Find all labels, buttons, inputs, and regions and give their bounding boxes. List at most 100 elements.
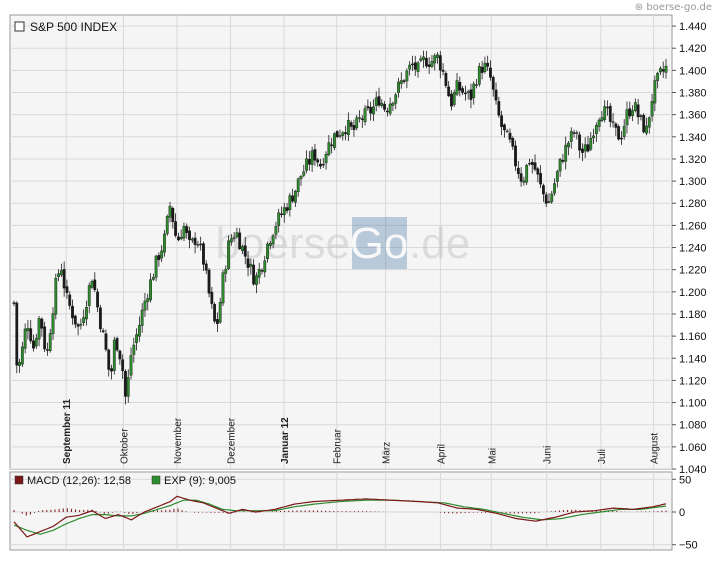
candle-body	[505, 130, 509, 133]
candle-body	[358, 117, 361, 119]
candle-body	[385, 110, 389, 113]
x-axis-labels: September 11 Oktober November Dezember Janua…	[62, 399, 660, 464]
candle-body	[149, 279, 152, 301]
candle-body	[43, 326, 47, 350]
candle-body	[589, 138, 593, 150]
candle-body	[533, 162, 537, 170]
candle-body	[160, 250, 164, 259]
candle-body	[26, 328, 30, 332]
candle-body	[664, 65, 668, 73]
y-tick-label: 1.320	[679, 154, 707, 166]
candle-body	[188, 230, 191, 241]
candle-body	[578, 134, 582, 151]
candle-body	[168, 205, 172, 218]
candle-body	[519, 173, 523, 182]
y-tick-label: 1.240	[679, 243, 707, 255]
candle-body	[555, 171, 559, 182]
candle-body	[416, 62, 420, 72]
candle-body	[430, 61, 434, 67]
candle-body	[525, 165, 529, 183]
candle-body	[327, 142, 331, 155]
candle-body	[419, 58, 423, 61]
candle-body	[12, 302, 16, 304]
candle-body	[319, 163, 322, 167]
candle-body	[472, 83, 476, 98]
candle-body	[143, 300, 147, 311]
candle-body	[29, 328, 33, 342]
candle-body	[597, 119, 601, 127]
candle-body	[213, 303, 217, 322]
exp-legend-swatch	[151, 475, 161, 485]
watermark-box	[352, 217, 407, 269]
candle-body	[388, 103, 392, 114]
candle-body	[202, 243, 205, 265]
candle-body	[71, 305, 74, 319]
macd-y-tick-label: 0	[679, 507, 685, 519]
watermark-part3: .de	[409, 219, 470, 268]
candle-body	[413, 62, 417, 70]
candle-body	[59, 270, 63, 276]
candle-body	[54, 277, 58, 315]
candle-body	[218, 302, 222, 323]
candle-body	[661, 69, 665, 72]
candle-body	[199, 243, 203, 246]
candle-body	[87, 285, 91, 306]
candle-body	[547, 201, 551, 203]
watermark: boerse Go .de	[215, 217, 470, 269]
candle-body	[594, 125, 598, 135]
candle-body	[511, 138, 515, 147]
candle-body	[333, 133, 336, 148]
candle-body	[564, 144, 568, 162]
candle-body	[352, 125, 356, 130]
candle-body	[377, 96, 381, 106]
candle-body	[232, 237, 236, 239]
candle-body	[196, 244, 200, 246]
candle-body	[452, 92, 456, 105]
candle-body	[310, 150, 314, 165]
candle-body	[586, 144, 590, 152]
candle-body	[229, 238, 233, 243]
candle-body	[436, 54, 439, 58]
candle-body	[216, 319, 219, 324]
candle-body	[633, 102, 637, 111]
y-tick-label: 1.440	[679, 21, 707, 33]
candle-body	[653, 80, 657, 104]
candle-body	[96, 291, 99, 308]
candle-body	[263, 260, 267, 273]
candle-body	[561, 159, 565, 162]
candle-body	[76, 324, 80, 327]
candle-body	[274, 226, 278, 235]
candle-body	[438, 55, 442, 71]
candle-body	[489, 67, 492, 78]
candle-body	[299, 176, 303, 179]
candle-body	[463, 92, 467, 95]
macd-y-tick-label: 50	[679, 474, 691, 486]
candle-body	[408, 64, 412, 70]
candle-body	[344, 132, 347, 135]
candle-body	[15, 302, 19, 366]
candle-body	[530, 161, 534, 165]
candle-body	[647, 117, 651, 128]
candle-body	[238, 232, 242, 250]
candle-body	[572, 132, 576, 134]
main-y-axis: 1.040 1.060 1.080 1.100 1.120 1.140 1.160 1.180…	[672, 21, 707, 476]
candle-body	[257, 268, 261, 278]
candle-body	[497, 101, 501, 116]
candle-body	[171, 208, 175, 222]
candle-body	[37, 318, 41, 340]
candle-body	[90, 281, 94, 288]
candle-body	[558, 158, 562, 172]
watermark-part2: Go	[350, 219, 409, 268]
candle-body	[110, 368, 113, 372]
candle-body	[622, 125, 626, 137]
candle-body	[645, 125, 648, 134]
candle-body	[20, 346, 24, 365]
candle-body	[32, 340, 35, 349]
candle-body	[397, 81, 400, 93]
candle-body	[494, 89, 498, 101]
candle-body	[321, 163, 325, 166]
candle-body	[500, 115, 504, 127]
candle-body	[458, 82, 462, 91]
candle-body	[163, 233, 166, 253]
macd-line	[13, 495, 667, 538]
